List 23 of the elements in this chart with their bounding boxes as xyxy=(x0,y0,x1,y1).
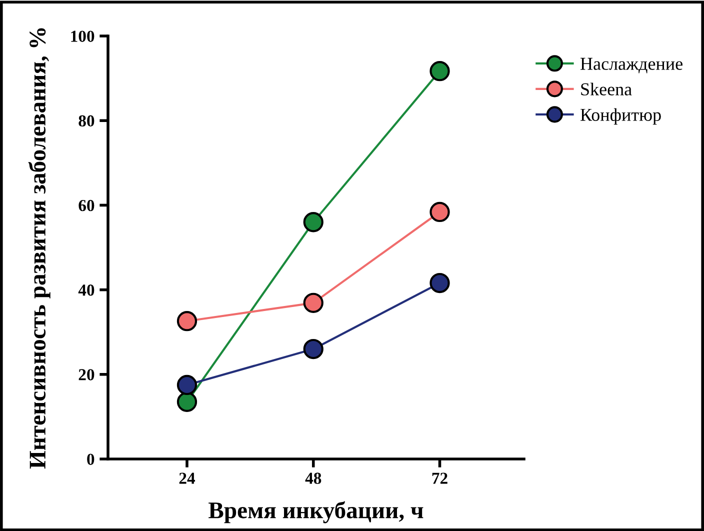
legend-label: Конфитюр xyxy=(580,108,661,125)
y-tick-label: 20 xyxy=(78,369,94,380)
point xyxy=(430,61,450,82)
point xyxy=(176,311,198,332)
y-tick-label: 80 xyxy=(78,115,94,127)
point xyxy=(303,292,324,313)
x-axis-title: Время инкубации, ч xyxy=(208,501,424,524)
y-tick-label: 40 xyxy=(78,284,94,296)
y-tick-label: 100 xyxy=(71,30,94,42)
point xyxy=(176,392,198,412)
point xyxy=(303,338,324,360)
x-tick-label: 72 xyxy=(432,472,448,484)
point xyxy=(430,202,450,222)
x-tick-label: 24 xyxy=(179,472,196,484)
point xyxy=(430,272,450,294)
point xyxy=(303,212,324,232)
point xyxy=(176,374,198,396)
legend-label: Наслаждение xyxy=(580,58,682,74)
y-axis-title: Интенсивность развития заболевания, % xyxy=(28,28,50,469)
legend-label: Skeena xyxy=(581,82,632,96)
y-tick-label: 0 xyxy=(87,454,94,465)
y-tick-label: 60 xyxy=(78,200,94,212)
x-tick-label: 48 xyxy=(305,472,322,484)
